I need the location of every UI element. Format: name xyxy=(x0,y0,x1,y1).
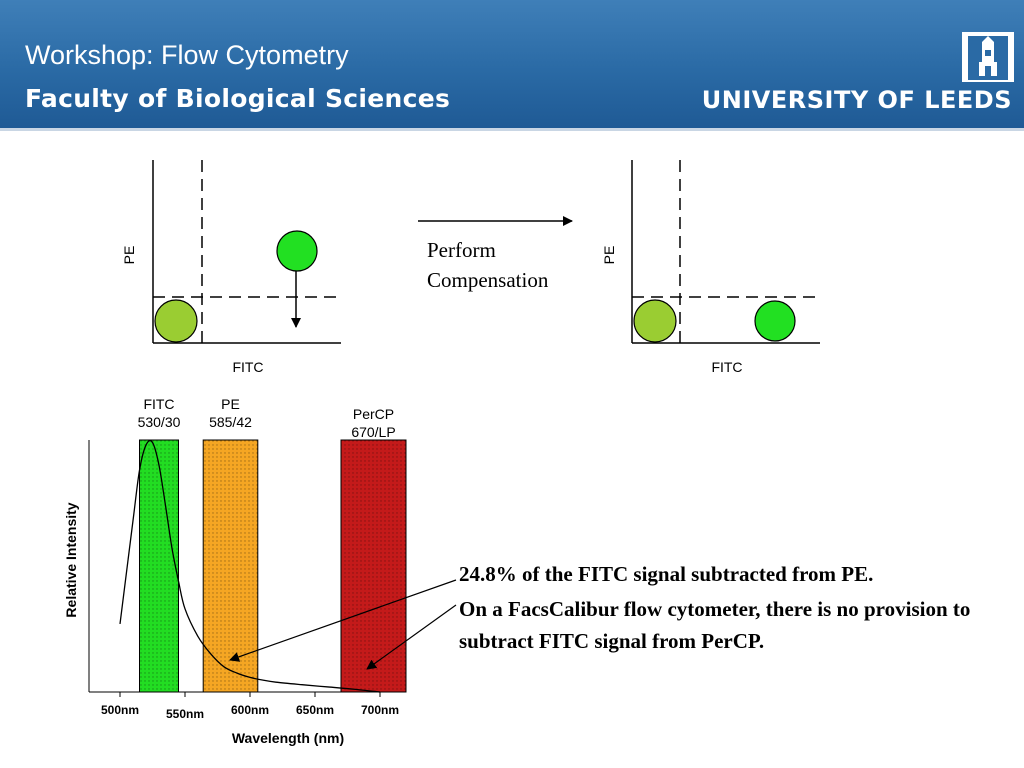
leeds-tower-logo-icon xyxy=(962,32,1014,82)
filter-band-texture xyxy=(341,440,406,692)
spectrum-y-label: Relative Intensity xyxy=(63,502,79,617)
perform-compensation-line-2: Compensation xyxy=(427,268,549,292)
pe-subtraction-pointer xyxy=(229,579,457,662)
perform-compensation-line-1: Perform xyxy=(427,238,496,262)
filter-label-line: 670/LP xyxy=(351,424,395,440)
faculty-subtitle: Faculty of Biological Sciences xyxy=(25,84,451,113)
slide-title: Workshop: Flow Cytometry xyxy=(25,40,349,70)
filter-labels: FITC 530/30 PE 585/42 PerCP 670/LP xyxy=(138,396,396,440)
note-percp-limitation: On a FacsCalibur flow cytometer, there i… xyxy=(459,597,971,653)
filter-band-texture xyxy=(203,440,258,692)
before-x-label: FITC xyxy=(232,359,263,375)
fitc-emission-curve xyxy=(119,439,381,693)
filter-band-texture xyxy=(139,440,179,692)
header-divider xyxy=(0,128,1024,131)
filter-label-line: 530/30 xyxy=(138,414,181,430)
filter-label-line: PerCP xyxy=(353,406,394,422)
before-negative-population xyxy=(154,299,198,343)
emission-spectrum-chart: FITC 530/30 PE 585/42 PerCP 670/LP 500nm 550nm… xyxy=(63,396,407,746)
note-fitc-subtraction: 24.8% of the FITC signal subtracted from… xyxy=(459,562,874,586)
after-fitc-positive-population xyxy=(754,300,796,342)
x-tick-label: 550nm xyxy=(166,707,204,721)
after-x-label: FITC xyxy=(711,359,742,375)
before-y-label: PE xyxy=(121,246,137,265)
filter-label-line: FITC xyxy=(143,396,174,412)
filter-label-line: 585/42 xyxy=(209,414,252,430)
perform-compensation-label: Perform Compensation xyxy=(427,238,549,292)
spectrum-x-label: Wavelength (nm) xyxy=(232,730,344,746)
x-tick-label: 500nm xyxy=(101,703,139,717)
percp-pointer xyxy=(366,604,457,670)
slide-header xyxy=(0,0,1024,128)
after-compensation-plot: FITC PE xyxy=(601,160,820,375)
x-axis-ticks: 500nm 550nm 600nm 650nm 700nm xyxy=(101,692,399,721)
filter-bands xyxy=(139,439,407,693)
after-y-label: PE xyxy=(601,246,617,265)
after-negative-population xyxy=(633,299,677,343)
filter-label-line: PE xyxy=(221,396,240,412)
x-tick-label: 700nm xyxy=(361,703,399,717)
before-fitc-positive-population xyxy=(276,230,318,272)
x-tick-label: 650nm xyxy=(296,703,334,717)
before-compensation-plot: FITC PE xyxy=(121,160,341,375)
university-name: UNIVERSITY OF LEEDS xyxy=(701,86,1012,114)
x-tick-label: 600nm xyxy=(231,703,269,717)
